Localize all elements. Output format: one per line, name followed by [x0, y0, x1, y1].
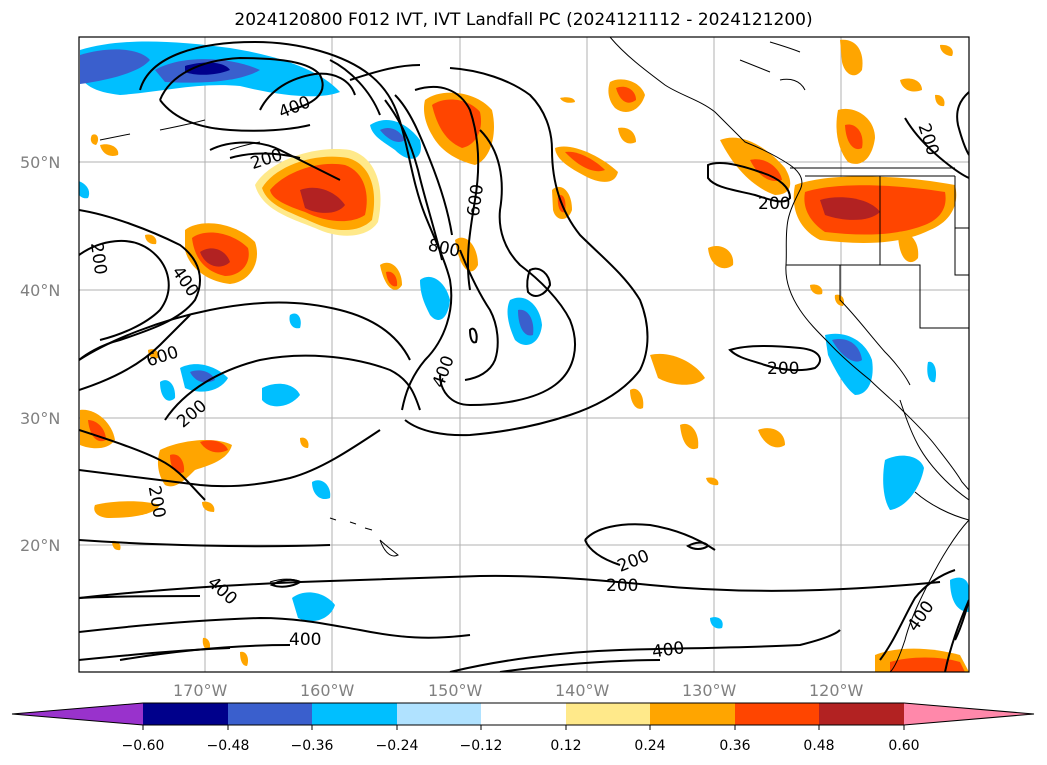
contour-label: 600 — [464, 183, 488, 218]
lat-tick-label: 40°N — [20, 281, 60, 300]
colorbar-cell — [481, 703, 566, 725]
contour-label: 200 — [86, 241, 110, 276]
lon-tick-label: 120°W — [809, 681, 864, 700]
colorbar: −0.60 −0.48 −0.36 −0.24 −0.12 0.12 0.24 … — [11, 702, 1035, 754]
colorbar-cell — [12, 703, 143, 725]
colorbar-cell — [397, 703, 481, 725]
lon-tick-label: 170°W — [173, 681, 228, 700]
contour-label: 200 — [606, 576, 638, 596]
map-title: 2024120800 F012 IVT, IVT Landfall PC (20… — [234, 10, 813, 30]
negative-pc-areas — [79, 41, 969, 629]
lon-tick-label: 140°W — [555, 681, 610, 700]
map-panel: 400 200 200 400 600 200 200 600 800 400 … — [79, 37, 969, 672]
lon-tick-label: 160°W — [300, 681, 355, 700]
lat-tick-label: 30°N — [20, 409, 60, 428]
latitude-labels: 50°N 40°N 30°N 20°N — [20, 153, 60, 555]
colorbar-tick-label: −0.48 — [207, 738, 250, 754]
colorbar-cell — [735, 703, 819, 725]
map-frame — [78, 36, 970, 673]
colorbar-tick-label: −0.24 — [376, 738, 419, 754]
colorbar-cell — [143, 703, 228, 725]
colorbar-cell — [650, 703, 735, 725]
colorbar-tick-label: −0.60 — [122, 738, 165, 754]
colorbar-cell — [228, 703, 312, 725]
colorbar-tick-label: −0.36 — [291, 738, 334, 754]
colorbar-tick-label: 0.48 — [803, 738, 834, 754]
colorbar-cell — [819, 703, 904, 725]
colorbar-tick-label: 0.12 — [550, 738, 581, 754]
colorbar-tick-label: 0.36 — [719, 738, 750, 754]
lat-tick-label: 50°N — [20, 153, 60, 172]
lon-tick-label: 150°W — [428, 681, 483, 700]
colorbar-tick-label: −0.12 — [460, 738, 503, 754]
coastlines — [99, 37, 969, 672]
longitude-labels: 170°W 160°W 150°W 140°W 130°W 120°W — [173, 681, 864, 700]
colorbar-cell — [312, 703, 397, 725]
lon-tick-label: 130°W — [682, 681, 737, 700]
colorbar-tick-label: 0.60 — [888, 738, 919, 754]
contour-label: 400 — [651, 638, 686, 662]
lat-tick-label: 20°N — [20, 536, 60, 555]
contour-label: 200 — [758, 194, 790, 214]
ivt-contours — [79, 40, 969, 672]
positive-pc-areas — [80, 39, 969, 672]
contour-label: 200 — [767, 359, 799, 379]
colorbar-cell — [904, 703, 1034, 725]
colorbar-tick-label: 0.24 — [634, 738, 665, 754]
contour-label: 400 — [289, 630, 321, 650]
colorbar-cell — [566, 703, 650, 725]
